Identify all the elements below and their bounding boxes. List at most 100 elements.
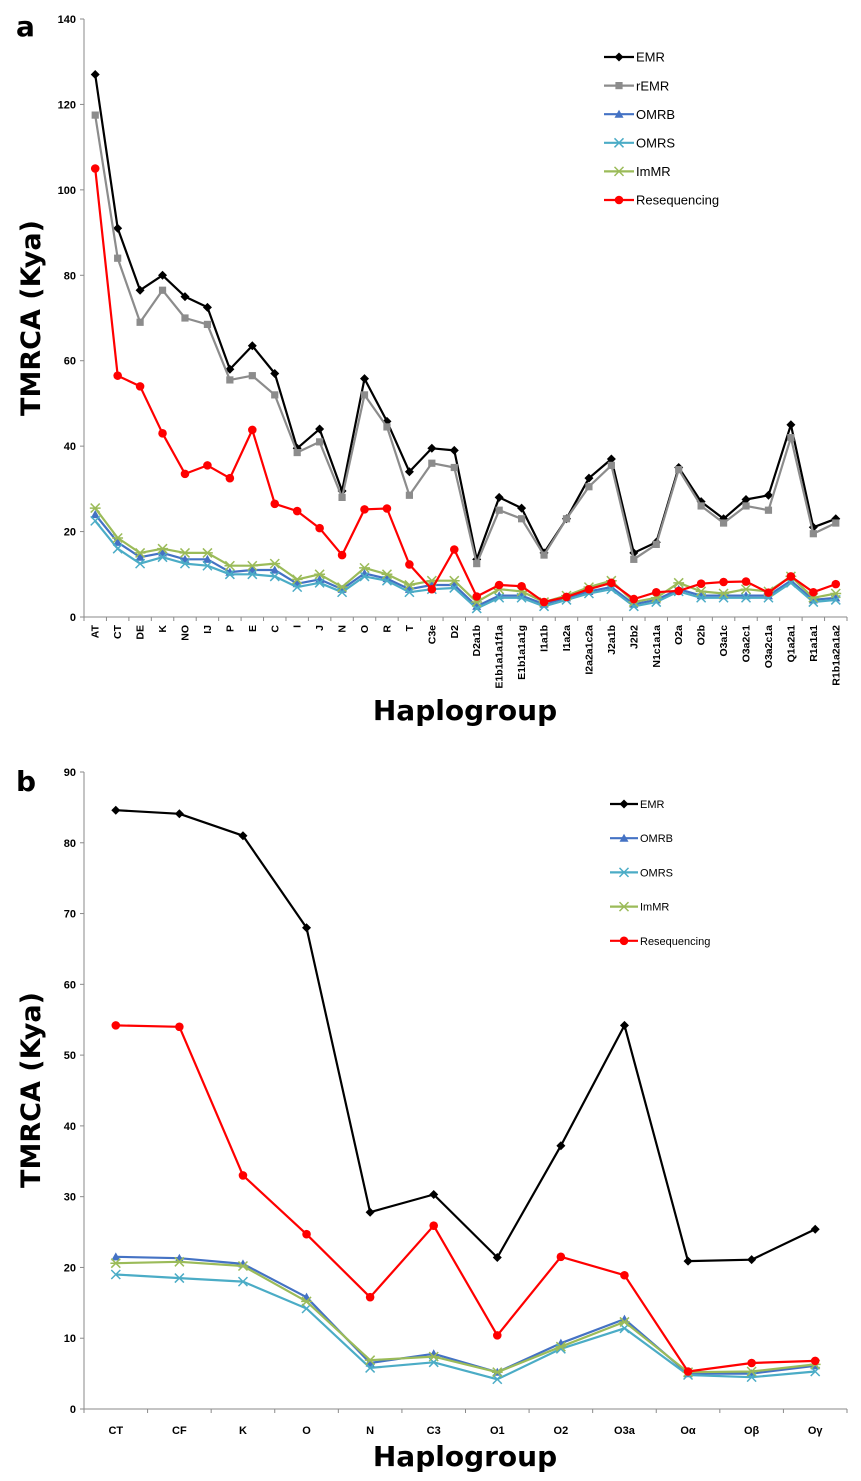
data-point-remr — [607, 461, 615, 469]
data-point-emr — [683, 1256, 693, 1266]
data-point-emr — [247, 341, 257, 351]
x-tick-label: N — [366, 1425, 374, 1437]
data-point-immr — [746, 1366, 758, 1377]
data-point-omrs — [292, 582, 303, 593]
data-point-emr — [360, 374, 370, 384]
data-point-remr — [248, 372, 256, 380]
x-tick-label: I — [292, 625, 304, 628]
data-point-remr — [832, 519, 840, 527]
data-point-remr — [562, 515, 571, 523]
x-tick-label: K — [157, 625, 169, 633]
data-point-emr — [494, 492, 504, 502]
series-line-immr — [115, 1260, 816, 1374]
x-tick-label: J2b2 — [628, 625, 640, 649]
data-point-omrs — [237, 1276, 248, 1287]
x-tick-label: CT — [112, 624, 124, 639]
data-point-resequencing — [831, 579, 841, 589]
data-point-omrb — [202, 554, 212, 563]
data-point-resequencing — [158, 429, 167, 438]
data-point-resequencing — [741, 577, 751, 586]
series-line-emr — [94, 74, 837, 561]
data-point-resequencing — [747, 1358, 756, 1368]
data-point-resequencing — [270, 499, 280, 509]
legend-swatch-marker — [619, 936, 629, 946]
data-point-omrs — [174, 1273, 185, 1284]
data-point-remr — [181, 314, 189, 322]
data-point-resequencing — [175, 1022, 184, 1032]
x-tick-label: C — [269, 625, 281, 633]
legend-label: OMRB — [636, 107, 675, 122]
data-point-remr — [787, 434, 795, 442]
panel-letter: b — [16, 765, 36, 798]
data-point-remr — [226, 376, 234, 384]
series-emr — [111, 805, 820, 1266]
data-point-remr — [114, 254, 122, 262]
data-point-immr — [179, 547, 191, 558]
data-point-resequencing — [337, 550, 347, 560]
data-point-resequencing — [810, 1356, 820, 1366]
data-point-immr — [381, 569, 393, 580]
data-point-immr — [619, 1316, 630, 1327]
data-point-immr — [314, 569, 326, 580]
data-point-emr — [427, 443, 437, 453]
data-point-resequencing — [360, 505, 369, 514]
x-tick-label: Q1a2a1 — [785, 625, 797, 663]
data-point-remr — [293, 448, 301, 457]
legend-label: ImMR — [640, 902, 669, 914]
legend-swatch-marker — [613, 166, 625, 177]
data-point-remr — [518, 515, 526, 523]
data-point-resequencing — [111, 1021, 121, 1030]
data-point-resequencing — [450, 545, 459, 554]
x-tick-label: Oα — [680, 1425, 696, 1437]
data-point-emr — [429, 1190, 439, 1200]
data-point-omrs — [157, 552, 168, 563]
data-point-emr — [113, 223, 123, 233]
data-point-emr — [302, 923, 312, 933]
legend-label: OMRB — [640, 833, 673, 845]
x-tick-label: E1b1a1a1f1a — [494, 625, 506, 689]
data-point-emr — [741, 495, 751, 505]
data-point-omrs — [314, 577, 325, 588]
legend-label: Resequencing — [640, 936, 710, 948]
x-tick-label: K — [239, 1425, 247, 1437]
data-point-remr — [697, 502, 705, 510]
data-point-emr — [606, 454, 616, 464]
data-point-omrs — [492, 1374, 503, 1385]
data-point-omrs — [808, 597, 819, 608]
data-point-omrb — [135, 552, 145, 561]
legend-swatch-marker — [614, 52, 624, 62]
data-point-omrs — [810, 1366, 821, 1377]
x-tick-label: NO — [179, 625, 191, 641]
data-point-emr — [492, 1253, 502, 1263]
data-point-emr — [517, 503, 527, 513]
x-tick-label: J2a1b — [606, 625, 618, 655]
x-tick-label: O1 — [490, 1425, 505, 1437]
data-point-emr — [270, 369, 280, 379]
data-point-remr — [540, 551, 548, 559]
data-point-resequencing — [292, 506, 302, 516]
data-point-emr — [238, 831, 248, 841]
data-point-omrs — [202, 560, 213, 571]
data-point-resequencing — [248, 425, 257, 435]
x-tick-label: C3 — [427, 1425, 441, 1437]
x-tick-label: P — [224, 625, 236, 632]
data-point-emr — [619, 1020, 629, 1030]
legend-label: ImMR — [636, 164, 671, 179]
legend: EMR rEMR OMRB OMRS ImMR Resequencing — [604, 50, 719, 208]
y-tick-label: 50 — [64, 1050, 76, 1062]
data-point-immr — [336, 582, 348, 593]
data-point-remr — [405, 491, 413, 499]
data-point-emr — [180, 292, 190, 302]
legend-label: rEMR — [636, 78, 669, 93]
y-tick-label: 40 — [64, 1121, 76, 1133]
data-point-omrb — [111, 1252, 121, 1261]
data-point-remr — [360, 391, 369, 399]
data-point-remr — [383, 423, 391, 431]
data-point-immr — [110, 1258, 122, 1269]
x-tick-label: Oγ — [808, 1425, 824, 1437]
y-tick-label: 10 — [64, 1333, 76, 1345]
series-line-omrs — [115, 1273, 816, 1381]
series-omrs — [90, 515, 841, 614]
data-point-emr — [158, 270, 168, 280]
data-point-remr — [271, 391, 279, 399]
